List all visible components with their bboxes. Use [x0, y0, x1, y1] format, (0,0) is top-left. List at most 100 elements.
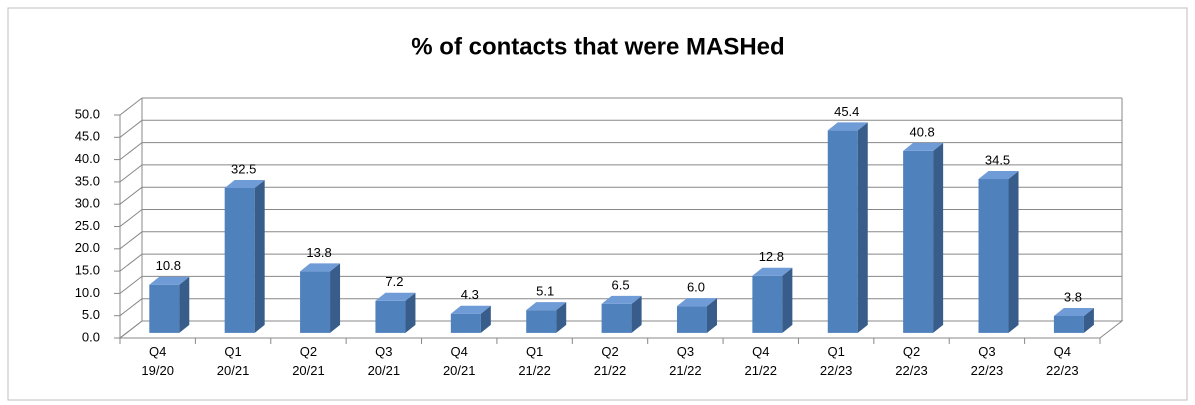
bar [450, 305, 491, 333]
x-tick-label-line: Q1 [526, 344, 543, 359]
bar [149, 276, 190, 333]
bar-side [857, 122, 868, 333]
bar-top [149, 276, 190, 285]
data-label: 32.5 [231, 161, 256, 176]
grid-line [119, 186, 143, 205]
x-tick-label-line: Q3 [375, 344, 392, 359]
bar-front [676, 306, 707, 333]
bar-side [405, 292, 416, 333]
x-tick-label-line: 20/21 [217, 363, 250, 378]
bar-front [224, 187, 255, 333]
bar-front [375, 300, 406, 333]
bar-side [933, 142, 944, 333]
x-tick-label-line: 21/22 [594, 363, 627, 378]
bar [827, 122, 868, 333]
grid-line [119, 97, 143, 116]
bar-top [903, 142, 944, 151]
bar-front [526, 310, 557, 333]
bar-side [179, 276, 190, 333]
x-tick-label-line: Q2 [903, 344, 920, 359]
x-tick-label-line: Q1 [827, 344, 844, 359]
y-tick-label: 20.0 [75, 240, 100, 255]
y-tick-label: 45.0 [75, 129, 100, 144]
bar-top [752, 267, 793, 276]
data-label: 5.1 [536, 284, 554, 299]
bar-top [224, 179, 265, 188]
bar-front [149, 284, 180, 333]
x-tick-label: Q2 22/23 [895, 344, 928, 378]
bar-front [601, 303, 632, 333]
x-tick-label-line: Q4 [752, 344, 769, 359]
x-tick-label: Q4 22/23 [1046, 344, 1079, 378]
bar-top [978, 171, 1019, 180]
bar-top [300, 263, 341, 272]
data-label: 45.4 [834, 104, 859, 119]
y-tick-label: 50.0 [75, 106, 100, 121]
bar [752, 267, 793, 333]
bar-top [827, 122, 868, 131]
grid-line [119, 142, 143, 160]
x-tick-label-line: 19/20 [141, 363, 174, 378]
x-tick-label-line: 21/22 [518, 363, 551, 378]
bar-side [254, 179, 265, 333]
x-tick-label: Q4 21/22 [744, 344, 777, 378]
data-label: 6.0 [687, 280, 705, 295]
bar-top [526, 302, 567, 311]
bar-front [827, 130, 858, 333]
x-tick-label-line: 20/21 [368, 363, 401, 378]
data-label: 3.8 [1064, 289, 1082, 304]
bar-front [450, 313, 481, 333]
bar-top [1053, 307, 1094, 316]
bar [601, 295, 642, 333]
bar-side [1008, 171, 1019, 333]
data-label: 4.3 [461, 287, 479, 302]
x-tick-label-line: 20/21 [443, 363, 476, 378]
x-tick-label-line: 21/22 [744, 363, 777, 378]
x-tick-label: Q2 20/21 [292, 344, 325, 378]
x-tick-label: Q4 19/20 [141, 344, 174, 378]
x-tick-label: Q2 21/22 [594, 344, 627, 378]
x-tick-label: Q1 21/22 [518, 344, 551, 378]
bar [1053, 307, 1094, 333]
bar-front [1053, 315, 1084, 333]
bar-side [706, 298, 717, 333]
bar-front [300, 271, 331, 333]
bar-top [375, 292, 416, 301]
grid-line [119, 298, 143, 317]
bar [903, 142, 944, 333]
x-tick-label-line: 22/23 [895, 363, 928, 378]
x-tick-label-line: 20/21 [292, 363, 325, 378]
x-tick-label-line: 22/23 [1046, 363, 1079, 378]
x-tick-label-line: Q2 [300, 344, 317, 359]
bar-side [480, 305, 491, 333]
x-tick-label-line: 21/22 [669, 363, 702, 378]
bar-side [1083, 307, 1094, 333]
grid-line [119, 253, 143, 272]
bar [224, 179, 265, 333]
x-tick-label-line: Q4 [149, 344, 166, 359]
data-label: 13.8 [306, 245, 331, 260]
y-tick-label: 15.0 [75, 263, 100, 278]
x-tick-label-line: 22/23 [971, 363, 1004, 378]
grid-line [119, 209, 143, 227]
x-tick-label: Q1 22/23 [820, 344, 853, 378]
grid-line [119, 231, 143, 250]
bar-side [782, 267, 793, 333]
bar-front [903, 150, 934, 333]
data-label: 12.8 [759, 249, 784, 264]
bar [978, 171, 1019, 333]
bar-side [556, 302, 567, 333]
bar-front [978, 179, 1009, 333]
y-tick-label: 0.0 [82, 329, 100, 344]
y-tick-label: 35.0 [75, 173, 100, 188]
x-tick-label-line: Q1 [224, 344, 241, 359]
y-tick-label: 5.0 [82, 307, 100, 322]
data-label: 6.5 [612, 277, 630, 292]
bar-front [752, 275, 783, 333]
x-tick-label-line: Q4 [1054, 344, 1071, 359]
data-label: 10.8 [156, 258, 181, 273]
x-tick-label: Q3 21/22 [669, 344, 702, 378]
bar-top [601, 295, 642, 304]
grid-line [119, 320, 143, 339]
